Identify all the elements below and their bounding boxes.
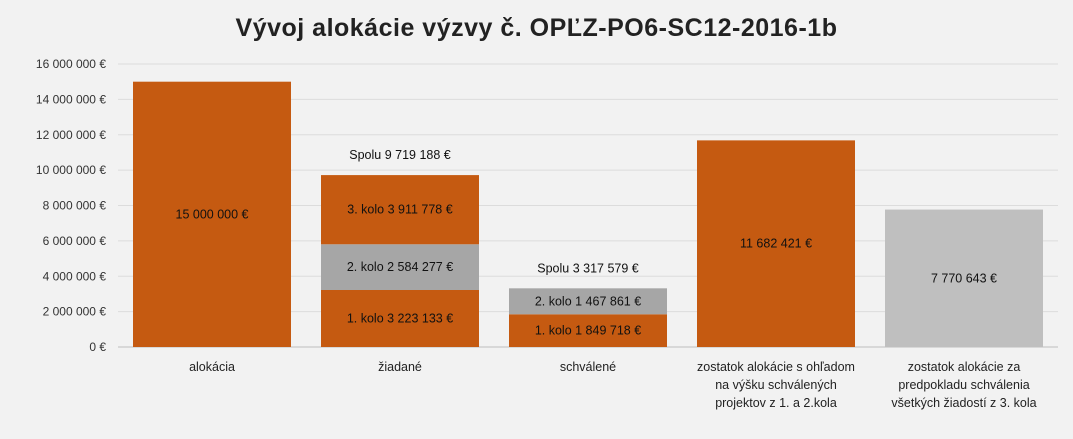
bar-total-label: Spolu 3 317 579 € bbox=[537, 261, 639, 275]
bar-data-label: 2. kolo 1 467 861 € bbox=[535, 294, 641, 308]
bar-group: 1. kolo 3 223 133 € 2. kolo 2 584 277 € 3.… bbox=[321, 175, 479, 347]
bar-segment bbox=[509, 288, 667, 315]
bar-segment bbox=[509, 314, 667, 347]
bar-segment bbox=[697, 140, 855, 347]
y-tick-label: 14 000 000 € bbox=[36, 92, 106, 106]
y-tick-label: 6 000 000 € bbox=[43, 234, 107, 248]
bar-group: 15 000 000 € bbox=[133, 81, 291, 347]
bar-data-label: 1. kolo 3 223 133 € bbox=[347, 311, 453, 325]
y-tick-label: 12 000 000 € bbox=[36, 128, 106, 142]
y-tick-label: 16 000 000 € bbox=[36, 57, 106, 71]
x-category-label: projektov z 1. a 2.kola bbox=[715, 396, 837, 410]
x-category-label: všetkých žiadostí z 3. kola bbox=[891, 396, 1036, 410]
bar-segment bbox=[321, 289, 479, 347]
x-category-label: zostatok alokácie za bbox=[908, 360, 1021, 374]
x-category-label: na výšku schválených bbox=[715, 378, 837, 392]
bar-group: 1. kolo 1 849 718 € 2. kolo 1 467 861 € bbox=[509, 288, 667, 347]
bar-segment bbox=[885, 209, 1043, 347]
bar-data-label: 7 770 643 € bbox=[931, 271, 997, 285]
y-tick-label: 2 000 000 € bbox=[43, 305, 107, 319]
bar-total-label: Spolu 9 719 188 € bbox=[349, 148, 451, 162]
bar-data-label: 3. kolo 3 911 778 € bbox=[347, 203, 452, 217]
bar-data-label: 1. kolo 1 849 718 € bbox=[535, 324, 641, 338]
bar-segment bbox=[321, 175, 479, 245]
x-category-label: schválené bbox=[560, 360, 616, 374]
bar-segment bbox=[321, 244, 479, 290]
y-tick-label: 8 000 000 € bbox=[43, 199, 107, 213]
bar-data-label: 15 000 000 € bbox=[176, 207, 249, 221]
x-category-label: žiadané bbox=[378, 360, 422, 374]
x-category-label: predpokladu schválenia bbox=[898, 378, 1029, 392]
y-tick-label: 4 000 000 € bbox=[43, 269, 107, 283]
chart-title: Vývoj alokácie výzvy č. OPĽZ-PO6-SC12-20… bbox=[235, 14, 838, 42]
x-category-label: alokácia bbox=[189, 360, 235, 374]
y-tick-label: 10 000 000 € bbox=[36, 163, 106, 177]
bar-data-label: 2. kolo 2 584 277 € bbox=[347, 260, 453, 274]
bar-group: 11 682 421 € bbox=[697, 140, 855, 347]
y-tick-label: 0 € bbox=[89, 340, 106, 354]
x-category-label: zostatok alokácie s ohľadom bbox=[697, 360, 855, 374]
bar-segment bbox=[133, 81, 291, 347]
bar-group: 7 770 643 € bbox=[885, 209, 1043, 347]
bar-data-label: 11 682 421 € bbox=[740, 237, 812, 251]
